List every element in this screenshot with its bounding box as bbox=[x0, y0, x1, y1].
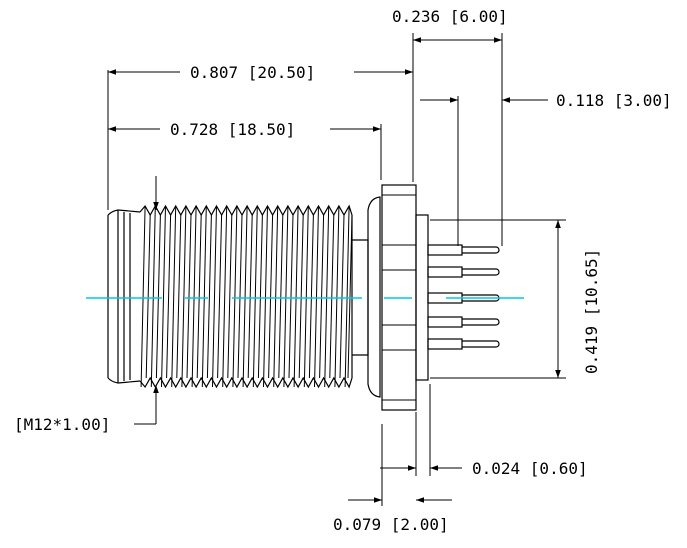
thread-root-line bbox=[155, 214, 161, 379]
thread-crest-line bbox=[252, 205, 258, 388]
thread-crest-line bbox=[283, 205, 289, 388]
thread-root-line bbox=[196, 214, 202, 379]
pin-tip bbox=[462, 340, 500, 348]
thread-crest-line bbox=[181, 205, 187, 388]
thread-root-line bbox=[347, 214, 353, 379]
thread-root-line bbox=[145, 214, 151, 379]
thread-root-line bbox=[166, 214, 172, 379]
pin-base bbox=[427, 316, 463, 328]
thread-crest-line bbox=[222, 205, 228, 388]
thread-crest-line bbox=[273, 205, 279, 388]
thread-root-line bbox=[217, 214, 223, 379]
pin-base bbox=[427, 244, 463, 256]
thread-root-line bbox=[247, 214, 253, 379]
dim-flange-thickness-label: 0.079 [2.00] bbox=[333, 515, 449, 534]
thread-root-line bbox=[278, 214, 284, 379]
dim-body-length: 0.728 [18.50] bbox=[108, 120, 382, 180]
dim-pin-height: 0.419 [10.65] bbox=[430, 219, 601, 379]
thread-teeth bbox=[139, 204, 353, 389]
thread-root-line bbox=[257, 214, 263, 379]
thread-root-line bbox=[176, 214, 182, 379]
dim-overall-length: 0.807 [20.50] bbox=[107, 33, 414, 210]
dim-flange-thickness: 0.079 [2.00] bbox=[333, 424, 452, 534]
thread-crest-line bbox=[242, 205, 248, 388]
thread-root-line bbox=[298, 214, 304, 379]
thread-profile-bottom bbox=[139, 376, 353, 389]
pin-base bbox=[427, 338, 463, 350]
thread-crest-line bbox=[232, 205, 238, 388]
dim-pin-height-label: 0.419 [10.65] bbox=[582, 249, 601, 374]
pin-tip bbox=[462, 246, 500, 254]
thread-crest-line bbox=[161, 205, 166, 388]
thread-crest-line bbox=[212, 205, 217, 388]
thread-crest-line bbox=[293, 205, 299, 388]
thread-crest-line bbox=[191, 205, 197, 388]
dim-flange-gap-label: 0.024 [0.60] bbox=[472, 459, 588, 478]
thread-root-line bbox=[329, 214, 335, 379]
thread-crest-line bbox=[324, 205, 330, 388]
thread-crest-line bbox=[171, 205, 177, 388]
pin-base bbox=[427, 266, 463, 278]
thread-root-line bbox=[319, 214, 325, 379]
dim-thread: [M12*1.00] bbox=[14, 176, 159, 434]
thread-crest-line bbox=[303, 205, 309, 388]
thread-root-line bbox=[288, 214, 294, 379]
dim-flange-to-pins: 0.236 [6.00] bbox=[392, 7, 508, 246]
thread-root-line bbox=[308, 214, 314, 379]
thread-crest-line bbox=[201, 205, 207, 388]
thread-root-line bbox=[237, 214, 243, 379]
thread-crest-line bbox=[314, 205, 319, 388]
thread-crest-line bbox=[334, 205, 340, 388]
thread-root-line bbox=[227, 214, 233, 379]
thread-crest-line bbox=[150, 205, 156, 388]
thread-profile-top bbox=[139, 204, 353, 217]
thread-crest-line bbox=[344, 205, 350, 388]
thread-root-line bbox=[186, 214, 192, 379]
dim-pin-spacing-label: 0.118 [3.00] bbox=[556, 91, 672, 110]
dim-thread-label: [M12*1.00] bbox=[14, 415, 110, 434]
dim-flange-gap: 0.024 [0.60] bbox=[380, 384, 588, 478]
dim-overall-length-label: 0.807 [20.50] bbox=[190, 63, 315, 82]
thread-crest-line bbox=[140, 205, 146, 388]
dim-body-length-label: 0.728 [18.50] bbox=[170, 120, 295, 139]
connector-body bbox=[107, 204, 353, 389]
dim-flange-to-pins-label: 0.236 [6.00] bbox=[392, 7, 508, 26]
pin-tip bbox=[462, 268, 500, 276]
thread-root-line bbox=[268, 214, 274, 379]
thread-crest-line bbox=[263, 205, 268, 388]
thread-root-line bbox=[339, 214, 345, 379]
thread-root-line bbox=[206, 214, 212, 379]
contact-pins bbox=[427, 244, 500, 350]
dim-pin-spacing: 0.118 [3.00] bbox=[420, 91, 672, 246]
pin-tip bbox=[462, 318, 500, 326]
